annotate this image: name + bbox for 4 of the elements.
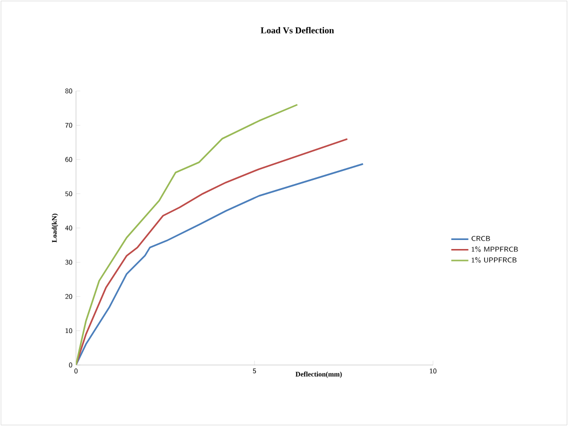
line-series	[76, 104, 298, 365]
line-series	[76, 138, 348, 365]
chart-title: Load Vs Deflection	[260, 26, 334, 34]
line-series	[76, 163, 364, 365]
